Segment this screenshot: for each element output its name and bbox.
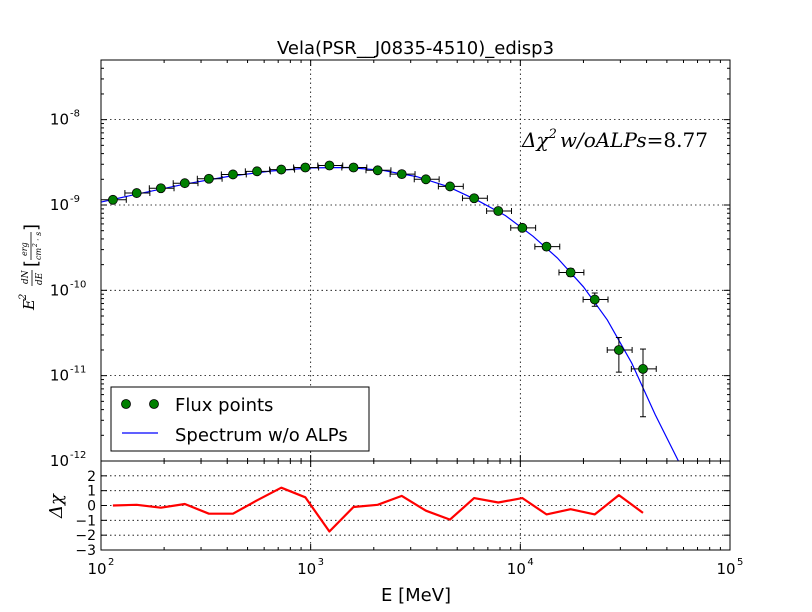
flux-point — [421, 174, 431, 185]
top-ytick-label: 10 — [50, 367, 69, 385]
top-ytick-exponent: -8 — [70, 109, 80, 120]
flux-point — [228, 169, 238, 180]
flux-point — [589, 294, 600, 305]
flux-point — [276, 164, 287, 175]
flux-point — [155, 183, 166, 194]
top-ticks — [100, 59, 731, 462]
svg-text:dE: dE — [35, 272, 45, 285]
bottom-series — [112, 486, 644, 533]
flux-point — [565, 267, 576, 278]
svg-text:]: ] — [21, 224, 42, 231]
flux-point — [493, 206, 504, 216]
bottom-ylabel: Δχ — [46, 493, 67, 519]
top-series — [100, 160, 679, 462]
flux-point — [324, 160, 335, 171]
flux-point — [445, 181, 455, 192]
bottom-xtick-exponent: 3 — [318, 557, 324, 568]
svg-text:[: [ — [21, 260, 42, 267]
top-ytick-exponent: -12 — [70, 450, 86, 461]
top-ytick-exponent: -9 — [70, 194, 80, 205]
chi2-annotation: Δχ2 w/oALPs=8.77 — [521, 127, 708, 152]
top-ytick-label: 10 — [50, 196, 69, 214]
legend-label-flux-points: Flux points — [175, 395, 273, 416]
bottom-ytick-label: 2 — [87, 469, 96, 485]
annotation-prefix: Δχ — [521, 128, 550, 152]
bottom-xtick-labels: 10 2 10 3 10 4 10 5 — [87, 557, 743, 578]
flux-point — [300, 162, 311, 173]
top-ytick-exponent: -10 — [70, 279, 86, 290]
bottom-ytick-label: 1 — [87, 484, 96, 500]
flux-point — [396, 169, 407, 180]
annotation-value: =8.77 — [647, 128, 708, 152]
flux-point — [517, 222, 528, 233]
flux-point — [348, 162, 359, 173]
legend-frame — [110, 386, 370, 452]
flux-point — [613, 345, 624, 355]
legend-marker-flux-2 — [149, 399, 159, 409]
legend: Flux points Spectrum w/o ALPs — [110, 386, 370, 452]
flux-point — [203, 173, 214, 184]
top-ylabel: E 2 dN dE [ erg cm 2 · s ] — [18, 224, 45, 311]
bottom-xtick-exponent: 4 — [527, 557, 533, 568]
bottom-ticks — [100, 461, 731, 551]
bottom-xtick-label: 10 — [716, 560, 735, 578]
svg-text:cm: cm — [34, 248, 43, 260]
flux-point — [131, 188, 142, 198]
svg-text:E: E — [20, 299, 38, 311]
bottom-xtick-exponent: 2 — [108, 557, 114, 568]
bottom-ytick-label: 0 — [87, 499, 96, 515]
bottom-ytick-label: −1 — [75, 513, 96, 529]
svg-text:2: 2 — [18, 294, 29, 301]
svg-text:2: 2 — [32, 243, 39, 248]
flux-point — [372, 165, 383, 176]
flux-point — [108, 194, 118, 205]
flux-point — [252, 166, 262, 177]
residual-line — [112, 486, 644, 533]
annotation-text: w/oALPs — [560, 128, 647, 152]
top-ytick-label: 10 — [50, 111, 69, 129]
svg-text:dN: dN — [21, 269, 31, 284]
top-ytick-label: 10 — [50, 452, 69, 470]
legend-marker-flux-1 — [121, 399, 131, 409]
bottom-xtick-label: 10 — [507, 560, 526, 578]
bottom-xtick-label: 10 — [87, 560, 106, 578]
annotation-sup: 2 — [548, 127, 557, 142]
bottom-ytick-label: −2 — [75, 528, 96, 544]
svg-text:erg: erg — [20, 242, 29, 256]
chart-title: Vela(PSR__J0835-4510)_edisp3 — [277, 38, 554, 59]
svg-text:· s: · s — [34, 232, 43, 241]
bottom-grid — [101, 461, 730, 550]
top-ytick-label: 10 — [50, 281, 69, 299]
top-ytick-exponent: -11 — [70, 365, 86, 376]
bottom-xtick-exponent: 5 — [737, 557, 743, 568]
flux-point — [179, 178, 190, 189]
bottom-ytick-label: −3 — [75, 543, 96, 559]
bottom-xtick-label: 10 — [297, 560, 316, 578]
legend-label-spectrum: Spectrum w/o ALPs — [175, 425, 348, 446]
flux-point — [541, 241, 552, 252]
flux-point — [469, 193, 480, 204]
flux-point — [638, 364, 648, 374]
xlabel: E [MeV] — [381, 585, 451, 606]
